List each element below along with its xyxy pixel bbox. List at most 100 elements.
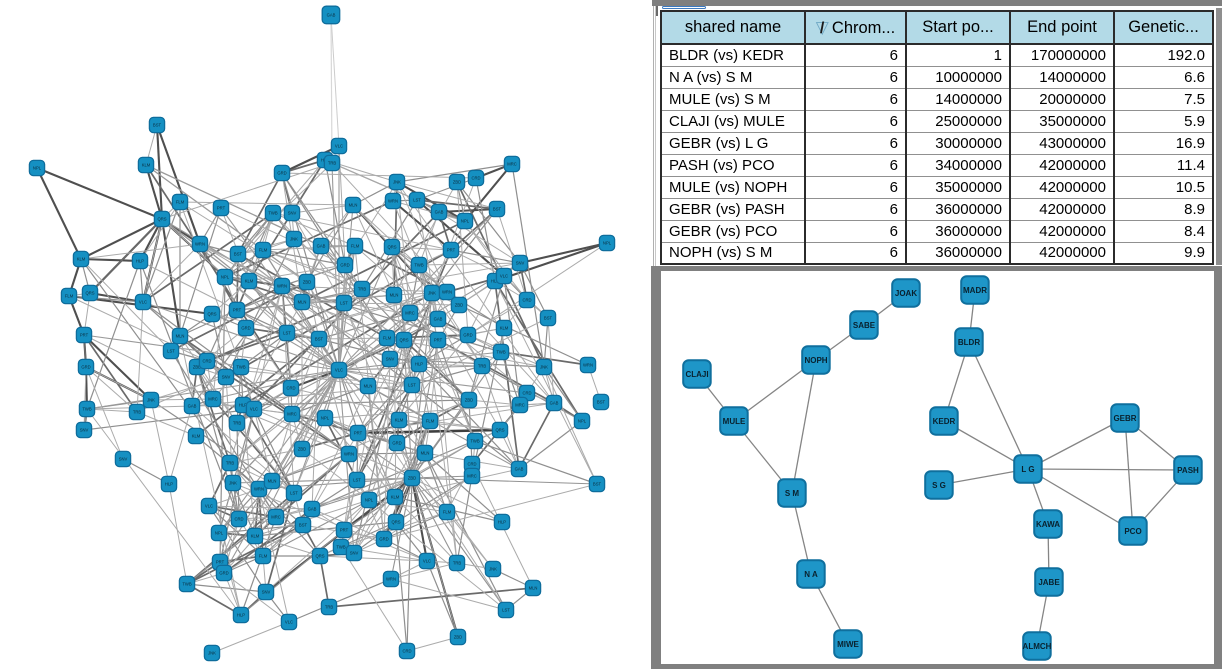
svg-text:WRN: WRN	[277, 284, 287, 289]
svg-text:GRD: GRD	[379, 537, 388, 542]
svg-text:MRC: MRC	[208, 397, 218, 402]
svg-text:TRB: TRB	[233, 421, 242, 426]
svg-text:MLN: MLN	[176, 334, 185, 339]
svg-text:MRC: MRC	[271, 515, 281, 520]
svg-text:CRD: CRD	[522, 298, 531, 303]
svg-text:LST: LST	[413, 198, 421, 203]
svg-text:BST: BST	[544, 316, 553, 321]
svg-text:VLC: VLC	[139, 300, 147, 305]
svg-text:NPL: NPL	[321, 416, 330, 421]
svg-text:GRD: GRD	[392, 441, 401, 446]
svg-text:FLM: FLM	[176, 200, 185, 205]
svg-text:LST: LST	[283, 331, 291, 336]
svg-text:TWB: TWB	[336, 545, 346, 550]
svg-text:CRD: CRD	[471, 176, 480, 181]
svg-text:PRT: PRT	[80, 333, 89, 338]
svg-text:KAWA: KAWA	[1036, 520, 1060, 529]
svg-text:QRS: QRS	[315, 554, 324, 559]
svg-text:TWB: TWB	[236, 365, 246, 370]
svg-text:SNV: SNV	[386, 357, 395, 362]
svg-text:MULE: MULE	[723, 417, 746, 426]
svg-text:TWB: TWB	[182, 582, 192, 587]
svg-text:KLM: KLM	[142, 163, 151, 168]
svg-text:HLP: HLP	[415, 362, 423, 367]
svg-text:MIWE: MIWE	[837, 640, 859, 649]
svg-text:JNK: JNK	[393, 180, 401, 185]
svg-text:PRT: PRT	[354, 431, 363, 436]
svg-text:MRC: MRC	[287, 412, 297, 417]
svg-text:MADR: MADR	[963, 286, 987, 295]
svg-text:FLM: FLM	[351, 244, 360, 249]
svg-text:FLM: FLM	[443, 510, 452, 515]
svg-text:TWB: TWB	[268, 211, 278, 216]
svg-text:PRT: PRT	[216, 560, 225, 565]
svg-text:JNK: JNK	[428, 291, 436, 296]
svg-text:VLC: VLC	[335, 144, 343, 149]
svg-text:L G: L G	[1021, 465, 1034, 474]
svg-text:VLC: VLC	[285, 620, 293, 625]
svg-text:NOPH: NOPH	[804, 356, 827, 365]
svg-text:GAB: GAB	[327, 13, 336, 18]
svg-text:WRN: WRN	[254, 487, 264, 492]
svg-text:SNV: SNV	[350, 551, 359, 556]
svg-text:VLC: VLC	[335, 368, 343, 373]
svg-text:FLM: FLM	[65, 294, 74, 299]
svg-text:GEBR: GEBR	[1113, 414, 1136, 423]
svg-text:JNK: JNK	[229, 481, 237, 486]
svg-text:KLM: KLM	[192, 434, 201, 439]
svg-text:ZBD: ZBD	[298, 447, 306, 452]
svg-text:S G: S G	[932, 481, 946, 490]
svg-text:MLN: MLN	[364, 384, 373, 389]
svg-text:ZBD: ZBD	[408, 476, 416, 481]
svg-text:VLC: VLC	[423, 559, 431, 564]
svg-text:TWB: TWB	[496, 350, 506, 355]
svg-text:HLP: HLP	[498, 520, 506, 525]
svg-text:CRD: CRD	[402, 649, 411, 654]
svg-text:SNV: SNV	[119, 457, 128, 462]
svg-text:LST: LST	[167, 349, 175, 354]
svg-text:MLN: MLN	[349, 203, 358, 208]
svg-text:PRT: PRT	[340, 528, 349, 533]
svg-text:BST: BST	[234, 252, 243, 257]
svg-text:WRN: WRN	[386, 577, 396, 582]
svg-text:QRS: QRS	[207, 312, 216, 317]
svg-text:GRD: GRD	[340, 263, 349, 268]
svg-text:PRT: PRT	[233, 308, 242, 313]
svg-text:TWB: TWB	[470, 439, 480, 444]
svg-text:CRD: CRD	[202, 359, 211, 364]
svg-text:BLDR: BLDR	[958, 338, 980, 347]
svg-text:NPL: NPL	[603, 241, 612, 246]
svg-text:SNV: SNV	[516, 261, 525, 266]
svg-text:HLP: HLP	[491, 279, 499, 284]
svg-text:TRB: TRB	[328, 161, 337, 166]
svg-text:CRD: CRD	[286, 386, 295, 391]
svg-text:KLM: KLM	[77, 257, 86, 262]
svg-text:PCO: PCO	[1124, 527, 1141, 536]
svg-text:TRB: TRB	[133, 410, 142, 415]
svg-text:GAB: GAB	[317, 244, 326, 249]
svg-text:CRD: CRD	[234, 517, 243, 522]
svg-text:QRS: QRS	[399, 338, 408, 343]
svg-text:S M: S M	[785, 489, 800, 498]
svg-text:GAB: GAB	[308, 507, 317, 512]
svg-text:JNK: JNK	[290, 237, 298, 242]
svg-text:GAB: GAB	[188, 404, 197, 409]
svg-text:CLAJI: CLAJI	[685, 370, 708, 379]
svg-text:LST: LST	[502, 608, 510, 613]
svg-text:HLP: HLP	[237, 613, 245, 618]
svg-text:BST: BST	[153, 123, 162, 128]
svg-text:VLC: VLC	[205, 504, 213, 509]
svg-text:KLM: KLM	[391, 495, 400, 500]
svg-text:FLM: FLM	[383, 336, 392, 341]
svg-text:KLM: KLM	[395, 418, 404, 423]
svg-text:WRN: WRN	[344, 452, 354, 457]
svg-text:ALMCH: ALMCH	[1023, 642, 1052, 651]
svg-text:MRC: MRC	[405, 311, 415, 316]
svg-text:MLN: MLN	[529, 586, 538, 591]
svg-text:NPL: NPL	[215, 531, 224, 536]
svg-text:HLP: HLP	[239, 403, 247, 408]
svg-text:ZBD: ZBD	[455, 303, 463, 308]
svg-text:MLN: MLN	[298, 300, 307, 305]
svg-text:KLM: KLM	[251, 534, 260, 539]
svg-text:JNK: JNK	[147, 398, 155, 403]
